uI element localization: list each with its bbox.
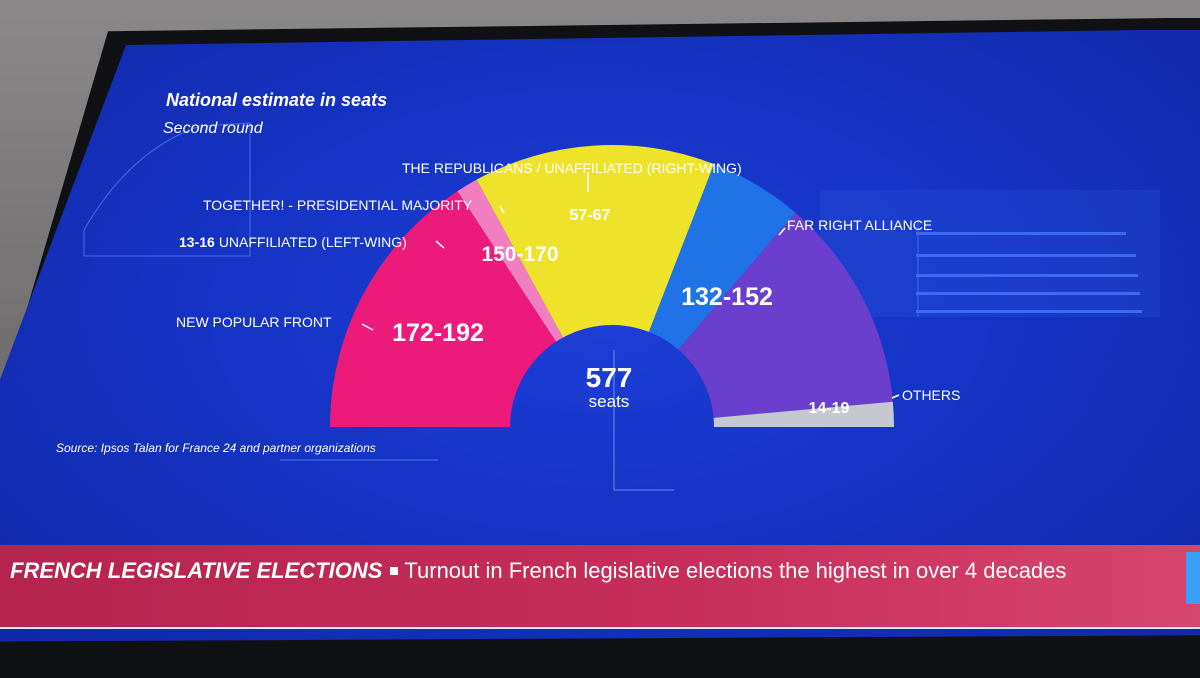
table-panel	[820, 190, 1160, 317]
segment-others	[713, 401, 894, 427]
side-logo-chip	[1186, 552, 1200, 604]
label-unaffiliated-left-name: UNAFFILIATED (LEFT-WING)	[219, 234, 407, 250]
value-new-popular-front: 172-192	[392, 319, 484, 347]
ticker-story: Turnout in French legislative elections …	[404, 558, 1067, 583]
tv-screen: National estimate in seats Second round …	[0, 30, 1200, 642]
label-republicans: THE REPUBLICANS / UNAFFILIATED (RIGHT-WI…	[402, 160, 742, 176]
table-rule	[916, 232, 1126, 235]
seat-chart: National estimate in seats Second round …	[56, 90, 1160, 491]
segment-unaffiliated-left-wing	[457, 179, 564, 342]
leader-line-unaffiliated-left	[435, 240, 445, 249]
leader-line-others	[891, 394, 900, 399]
table-rule	[916, 254, 1136, 257]
ticker-text: FRENCH LEGISLATIVE ELECTIONS Turnout in F…	[10, 557, 1070, 585]
ticker-underline	[0, 627, 1200, 629]
table-rule	[916, 292, 1140, 295]
label-new-popular-front: NEW POPULAR FRONT	[176, 314, 332, 330]
segment-far-right-alliance	[678, 212, 893, 418]
chart-subtitle: Second round	[163, 120, 264, 137]
value-far-right: 132-152	[681, 283, 773, 311]
leader-line-far-right	[778, 227, 786, 236]
hemicycle-segments	[330, 145, 894, 427]
label-unaffiliated-left-range: 13-16	[179, 234, 215, 250]
ticker-headline: FRENCH LEGISLATIVE ELECTIONS	[10, 558, 383, 583]
table-rule	[916, 310, 1142, 313]
segment-the-republicans-unaffiliated-right-wing	[648, 164, 796, 350]
leader-line-together	[499, 205, 505, 214]
decorative-lines	[83, 122, 1160, 491]
label-far-right: FAR RIGHT ALLIANCE	[787, 217, 932, 233]
leader-lines	[361, 172, 900, 399]
value-together: 150-170	[481, 243, 558, 266]
label-unaffiliated-left: 13-16 UNAFFILIATED (LEFT-WING)	[179, 234, 407, 250]
chart-title: National estimate in seats	[166, 90, 387, 110]
corner-frame-line	[83, 122, 251, 257]
label-others: OTHERS	[902, 387, 960, 403]
source-note: Source: Ipsos Talan for France 24 and pa…	[56, 441, 376, 455]
table-rule	[916, 274, 1138, 277]
total-seats-unit: seats	[589, 392, 630, 411]
ticker-separator	[390, 566, 399, 575]
news-ticker: FRENCH LEGISLATIVE ELECTIONS Turnout in F…	[0, 545, 1200, 627]
leader-line-new-popular-front	[361, 323, 374, 331]
value-others: 14-19	[809, 400, 850, 417]
total-seats-number: 577	[586, 362, 633, 393]
segment-together-presidential-majority	[476, 145, 715, 338]
segment-new-popular-front	[330, 191, 557, 427]
value-republicans: 57-67	[570, 207, 611, 224]
label-together: TOGETHER! - PRESIDENTIAL MAJORITY	[203, 197, 473, 213]
